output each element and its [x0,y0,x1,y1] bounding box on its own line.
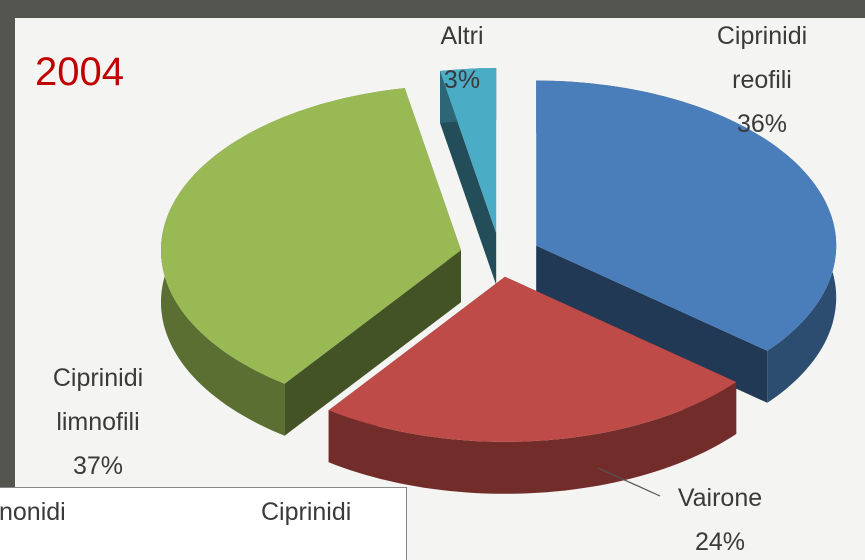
overlay-box: nonidi Ciprinidi [0,487,407,560]
slice-wall [284,250,461,436]
value-label: 3% [443,66,481,94]
overlay-text: nonidi [0,498,66,526]
category-label: Ciprinidi limnofili [52,364,144,436]
slice-label: Vairone 24% [645,476,795,560]
category-label: Vairone [677,484,763,512]
slice-wall [536,245,768,403]
overlay-text: Ciprinidi [261,498,352,526]
slice [328,276,737,442]
category-label: Ciprinidi reofili [716,22,808,94]
slice-wall [440,71,497,286]
slice-side [328,382,737,494]
slice-label: Ciprinidi reofili 36% [687,14,837,146]
value-label: 24% [694,528,746,556]
slice-label: Ciprinidi limnofili 37% [23,356,173,488]
value-label: 37% [72,452,124,480]
chart-title: 2004 [35,50,124,94]
value-label: 36% [736,110,788,138]
slice [536,80,837,351]
leader-line [597,467,661,497]
slice [161,88,461,384]
slice-label: Altri 3% [387,14,537,102]
category-label: Altri [440,22,484,50]
slice [440,68,497,234]
